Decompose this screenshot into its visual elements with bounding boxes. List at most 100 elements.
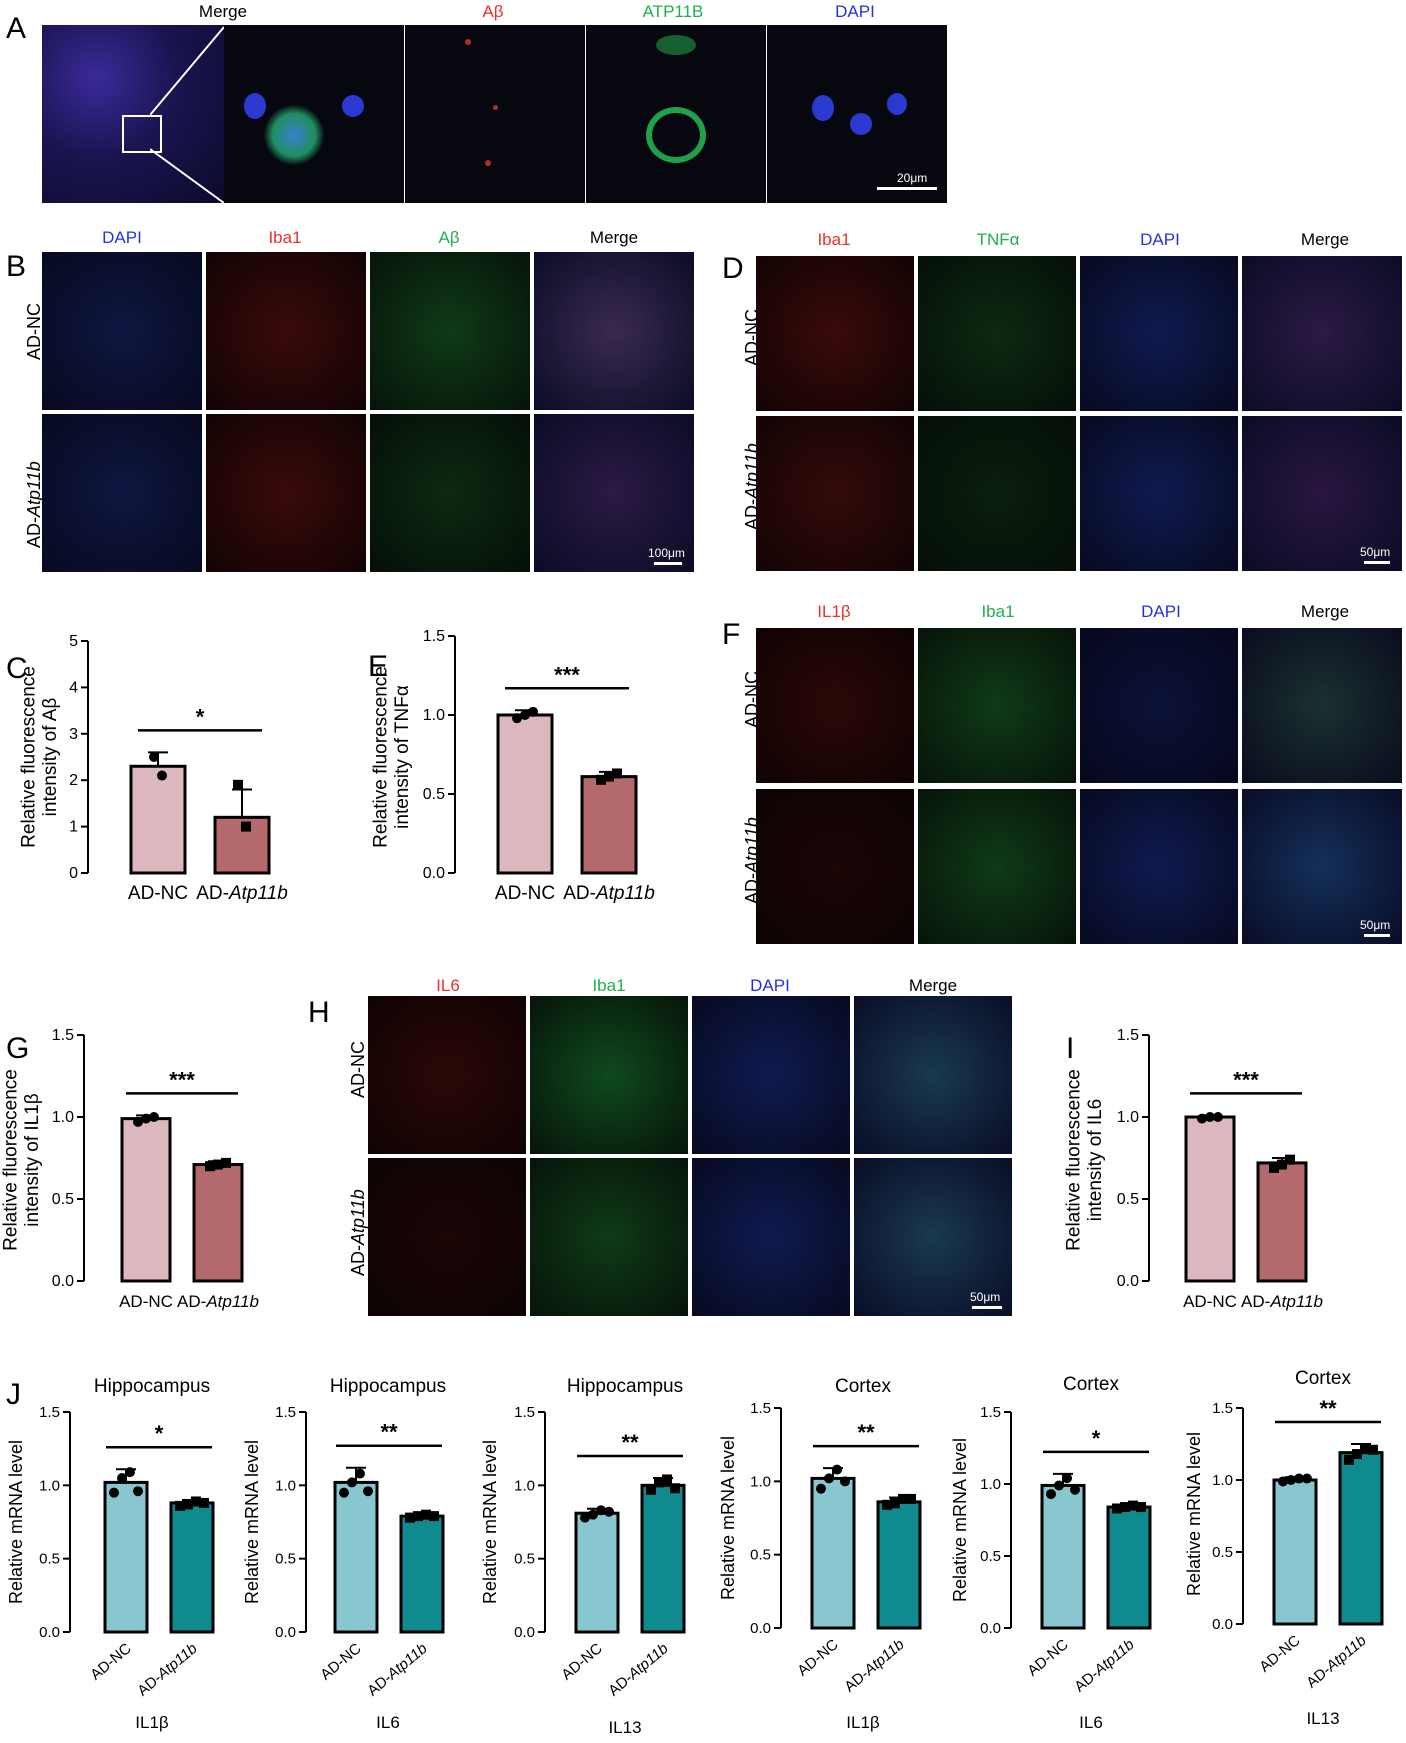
x-category-label: AD-NC xyxy=(1183,1292,1237,1311)
y-axis-label: Relative mRNA level xyxy=(480,1440,500,1604)
micrograph-h-iba1-atp11b xyxy=(530,1158,688,1316)
data-point xyxy=(824,1473,834,1484)
chart-title: Hippocampus xyxy=(94,1376,210,1397)
bar-ad-nc xyxy=(103,1480,149,1634)
data-point xyxy=(604,1506,614,1517)
micrograph-b-dapi-nc xyxy=(42,252,202,410)
x-category-label: AD-Atp11b xyxy=(177,1292,259,1311)
x-axis-label: IL6 xyxy=(1079,1713,1103,1732)
y-axis-label: Relative mRNA level xyxy=(242,1440,262,1604)
x-axis-label: IL1β xyxy=(846,1713,880,1732)
panel-letter-c: C xyxy=(6,652,28,685)
x-category-label: AD-NC xyxy=(87,1640,134,1684)
x-axis-label: IL13 xyxy=(1306,1709,1339,1728)
micrograph-h-dapi-atp11b xyxy=(692,1158,850,1316)
significance-stars: * xyxy=(196,704,205,729)
x-category-label: AD-NC xyxy=(128,883,188,904)
bar-ad-nc xyxy=(120,1117,172,1283)
data-point xyxy=(1128,1500,1138,1511)
data-point xyxy=(199,1497,209,1508)
data-point xyxy=(175,1500,185,1511)
chart-title: Hippocampus xyxy=(567,1376,683,1397)
scale-label: 100μm xyxy=(648,546,685,560)
micrograph-h-merge-nc xyxy=(854,996,1012,1154)
bar-ad-atp11b xyxy=(1106,1505,1152,1630)
data-point xyxy=(512,713,522,724)
y-tick-label: 0.5 xyxy=(423,786,445,803)
micrograph-d-dapi-nc xyxy=(1080,256,1238,411)
data-point xyxy=(670,1483,680,1494)
scale-bar xyxy=(654,562,682,565)
data-point xyxy=(1112,1503,1122,1514)
data-point xyxy=(1368,1444,1378,1455)
y-tick-label: 5 xyxy=(69,633,78,650)
data-point xyxy=(141,1113,151,1124)
bar-ad-nc xyxy=(1184,1115,1236,1283)
data-point xyxy=(1278,1476,1288,1487)
y-axis-label: Relative mRNA level xyxy=(1184,1432,1204,1596)
data-point xyxy=(890,1498,900,1509)
channel-label-merge: Merge xyxy=(1300,602,1350,621)
data-point xyxy=(1294,1473,1304,1484)
bar-ad-nc xyxy=(333,1480,379,1634)
y-tick-label: 0.0 xyxy=(275,1624,296,1641)
y-axis-label: Relative mRNA level xyxy=(950,1438,970,1602)
channel-label-merge: Merge xyxy=(908,976,958,995)
micrograph-b-iba1-atp11b xyxy=(206,414,366,572)
data-point xyxy=(1277,1159,1287,1170)
scale-bar xyxy=(877,187,937,190)
channel-label-iba1: Iba1 xyxy=(592,976,626,995)
y-tick-label: 0.5 xyxy=(1212,1544,1233,1561)
bar-ad-atp11b xyxy=(399,1514,445,1634)
channel-label-merge: Merge xyxy=(1300,230,1350,249)
panel-letter-i: I xyxy=(1066,1032,1074,1065)
data-point xyxy=(429,1511,439,1522)
channel-label-dapi: DAPI xyxy=(1141,602,1181,621)
y-tick-label: 1.0 xyxy=(750,1473,771,1490)
channel-label-abeta: Aβ xyxy=(438,228,460,247)
data-point xyxy=(183,1499,193,1510)
bar-ad-atp11b xyxy=(580,775,638,875)
y-tick-label: 0.0 xyxy=(514,1624,535,1641)
y-tick-label: 0.5 xyxy=(514,1551,535,1568)
micrograph-h-il6-atp11b xyxy=(368,1158,526,1316)
data-point xyxy=(654,1477,664,1488)
bar-ad-nc xyxy=(1040,1483,1086,1630)
data-point xyxy=(528,706,538,717)
data-point xyxy=(596,774,606,785)
y-tick-label: 1 xyxy=(69,819,78,836)
bar-ad-atp11b xyxy=(169,1501,215,1634)
panel-letter-j: J xyxy=(6,1378,21,1411)
y-tick-label: 1.0 xyxy=(39,1477,60,1494)
micrograph-b-iba1-nc xyxy=(206,252,366,410)
scale-bar xyxy=(1364,934,1390,937)
micrograph-b-abeta-atp11b xyxy=(370,414,530,572)
y-tick-label: 0.0 xyxy=(1212,1616,1233,1633)
data-point xyxy=(816,1483,826,1494)
data-point xyxy=(1205,1112,1215,1122)
y-tick-label: 1.5 xyxy=(1212,1400,1233,1417)
micrograph-f-dapi-atp11b xyxy=(1080,789,1238,944)
data-point xyxy=(133,1116,143,1127)
bar-ad-atp11b xyxy=(876,1500,922,1630)
y-tick-label: 1.5 xyxy=(514,1404,535,1421)
chart-title: Cortex xyxy=(1295,1368,1351,1389)
micrograph-abeta-zoom xyxy=(405,25,585,203)
data-point xyxy=(580,1512,590,1523)
data-point xyxy=(1213,1112,1223,1122)
micrograph-d-merge-atp11b: 50μm xyxy=(1242,416,1402,571)
channel-label-iba1: Iba1 xyxy=(268,228,302,247)
y-tick-label: 1.5 xyxy=(52,1027,74,1044)
y-tick-label: 0.5 xyxy=(980,1548,1001,1565)
bar-ad-atp11b xyxy=(192,1163,244,1283)
y-axis-label: Relative fluorescenceintensity of IL1β xyxy=(0,1069,43,1251)
panel-letter-d: D xyxy=(722,252,744,285)
scale-bar xyxy=(972,1306,1002,1309)
micrograph-f-dapi-nc xyxy=(1080,628,1238,783)
micrograph-d-iba1-atp11b xyxy=(756,416,914,571)
data-point xyxy=(191,1496,201,1507)
data-point xyxy=(363,1486,373,1497)
chart-title: Hippocampus xyxy=(330,1376,446,1397)
micrograph-h-merge-atp11b: 50μm xyxy=(854,1158,1012,1316)
y-axis-label: Relative fluorescenceintensity of IL6 xyxy=(1063,1069,1106,1251)
